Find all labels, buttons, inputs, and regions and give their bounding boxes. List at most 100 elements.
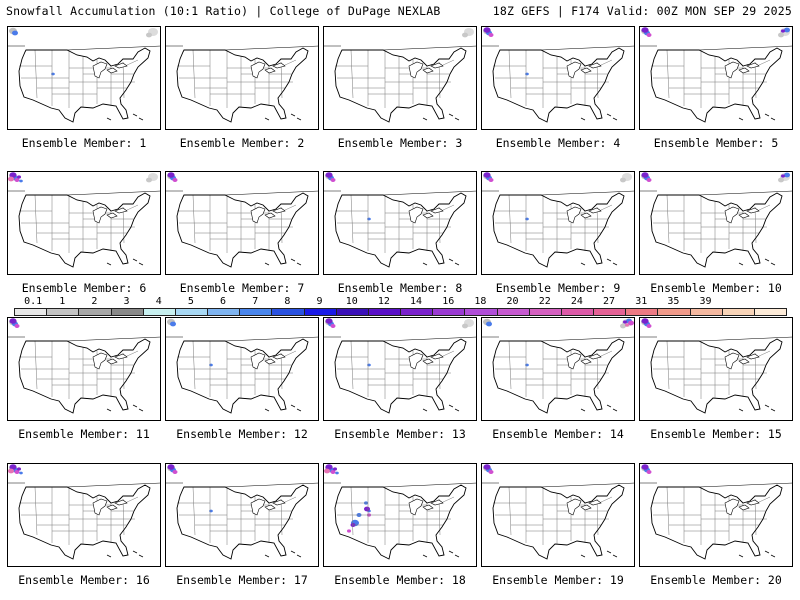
colorbar-tick-label: 4 xyxy=(155,296,162,307)
snow-shading xyxy=(483,318,634,367)
colorbar-swatch xyxy=(110,308,144,316)
colorbar-swatch xyxy=(303,308,337,316)
colorbar-swatch xyxy=(239,308,273,316)
ensemble-panel xyxy=(323,26,477,130)
ensemble-panel xyxy=(7,26,161,130)
ensemble-member-label: Ensemble Member: 14 xyxy=(492,427,624,441)
ensemble-member-label: Ensemble Member: 19 xyxy=(492,573,624,587)
colorbar-swatch xyxy=(625,308,659,316)
snow-shading xyxy=(483,172,632,221)
member-map xyxy=(165,317,319,421)
ensemble-panel xyxy=(7,171,161,275)
snow-shading xyxy=(462,28,474,38)
ensemble-member-label: Ensemble Member: 6 xyxy=(21,281,147,295)
member-map xyxy=(323,171,477,275)
snow-shading xyxy=(9,318,20,328)
header-valid-time: 18Z GEFS | F174 Valid: 00Z MON SEP 29 20… xyxy=(492,4,792,18)
ensemble-panel xyxy=(323,463,477,567)
colorbar-tick-label: 18 xyxy=(474,296,487,307)
colorbar-swatch xyxy=(689,308,723,316)
ensemble-panel xyxy=(7,463,161,567)
colorbar-swatch xyxy=(753,308,788,316)
ensemble-panel xyxy=(323,317,477,421)
snow-shading xyxy=(167,172,178,182)
colorbar-tick-label: 9 xyxy=(316,296,323,307)
ensemble-panel xyxy=(165,317,319,421)
ensemble-member-label: Ensemble Member: 17 xyxy=(176,573,308,587)
ensemble-panel xyxy=(639,26,793,130)
member-map xyxy=(7,26,161,130)
colorbar-swatch xyxy=(207,308,241,316)
colorbar-swatch xyxy=(721,308,755,316)
snow-shading xyxy=(8,464,23,475)
ensemble-member-label: Ensemble Member: 16 xyxy=(18,573,150,587)
ensemble-member-label: Ensemble Member: 3 xyxy=(337,136,463,150)
colorbar-swatch xyxy=(367,308,402,316)
colorbar-tick-label: 8 xyxy=(284,296,291,307)
ensemble-member-label: Ensemble Member: 18 xyxy=(334,573,466,587)
ensemble-panel xyxy=(165,463,319,567)
ensemble-panel xyxy=(481,171,635,275)
ensemble-member-label: Ensemble Member: 11 xyxy=(18,427,150,441)
colorbar-swatch xyxy=(432,308,466,316)
member-map xyxy=(7,317,161,421)
ensemble-panel xyxy=(639,463,793,567)
member-map xyxy=(165,26,319,130)
colorbar-tick-label: 27 xyxy=(603,296,616,307)
colorbar-tick-label: 24 xyxy=(570,296,583,307)
header-title: Snowfall Accumulation (10:1 Ratio) | Col… xyxy=(6,4,441,18)
colorbar-tick-label: 39 xyxy=(699,296,712,307)
colorbar-swatch xyxy=(78,308,112,316)
member-map xyxy=(323,463,477,567)
colorbar-tick-label: 16 xyxy=(442,296,455,307)
snow-shading xyxy=(641,172,790,183)
ensemble-panel xyxy=(481,26,635,130)
colorbar-labels: 0.1 1 2 3 4 5 6 7 8 9 10 12 14 16 18 20 22 24 27 31 35 39 xyxy=(14,296,786,307)
member-map xyxy=(481,26,635,130)
colorbar-tick-label: 31 xyxy=(635,296,648,307)
colorbar-swatch xyxy=(142,308,176,316)
snow-shading xyxy=(641,318,652,328)
colorbar-tick-label: 0.1 xyxy=(24,296,43,307)
colorbar-tick-label: 20 xyxy=(506,296,519,307)
snow-shading xyxy=(325,318,474,367)
colorbar-tick-label: 5 xyxy=(187,296,194,307)
snow-shading xyxy=(641,27,790,38)
colorbar-swatch xyxy=(46,308,80,316)
member-map xyxy=(7,463,161,567)
colorbar-swatch xyxy=(14,308,48,316)
colorbar-swatch xyxy=(657,308,691,316)
ensemble-member-label: Ensemble Member: 5 xyxy=(653,136,779,150)
member-map xyxy=(165,171,319,275)
colorbar-swatch xyxy=(400,308,434,316)
ensemble-member-label: Ensemble Member: 8 xyxy=(337,281,463,295)
ensemble-panel xyxy=(481,317,635,421)
snow-shading xyxy=(167,318,213,367)
colorbar-tick-label: 22 xyxy=(538,296,551,307)
snow-shading xyxy=(8,172,158,183)
colorbar-tick-label: 2 xyxy=(91,296,98,307)
ensemble-panel xyxy=(481,463,635,567)
member-map xyxy=(481,171,635,275)
ensemble-member-label: Ensemble Member: 7 xyxy=(179,281,305,295)
ensemble-member-label: Ensemble Member: 2 xyxy=(179,136,305,150)
snow-shading xyxy=(483,464,494,474)
colorbar-tick-label: 14 xyxy=(410,296,423,307)
colorbar: 0.1 1 2 3 4 5 6 7 8 9 10 12 14 16 18 20 22 24 27 31 35 39 xyxy=(14,296,788,318)
colorbar-tick-label: 10 xyxy=(345,296,358,307)
ensemble-member-label: Ensemble Member: 4 xyxy=(495,136,621,150)
colorbar-swatch xyxy=(593,308,627,316)
member-map xyxy=(639,26,793,130)
member-map xyxy=(481,317,635,421)
member-map xyxy=(323,317,477,421)
snow-shading xyxy=(167,464,213,513)
colorbar-swatch xyxy=(174,308,209,316)
snow-shading xyxy=(483,27,529,76)
snow-shading xyxy=(641,464,652,474)
ensemble-member-label: Ensemble Member: 1 xyxy=(21,136,147,150)
member-map xyxy=(7,171,161,275)
ensemble-member-label: Ensemble Member: 10 xyxy=(650,281,782,295)
colorbar-tick-label: 3 xyxy=(123,296,130,307)
ensemble-panel xyxy=(165,171,319,275)
ensemble-member-label: Ensemble Member: 20 xyxy=(650,573,782,587)
